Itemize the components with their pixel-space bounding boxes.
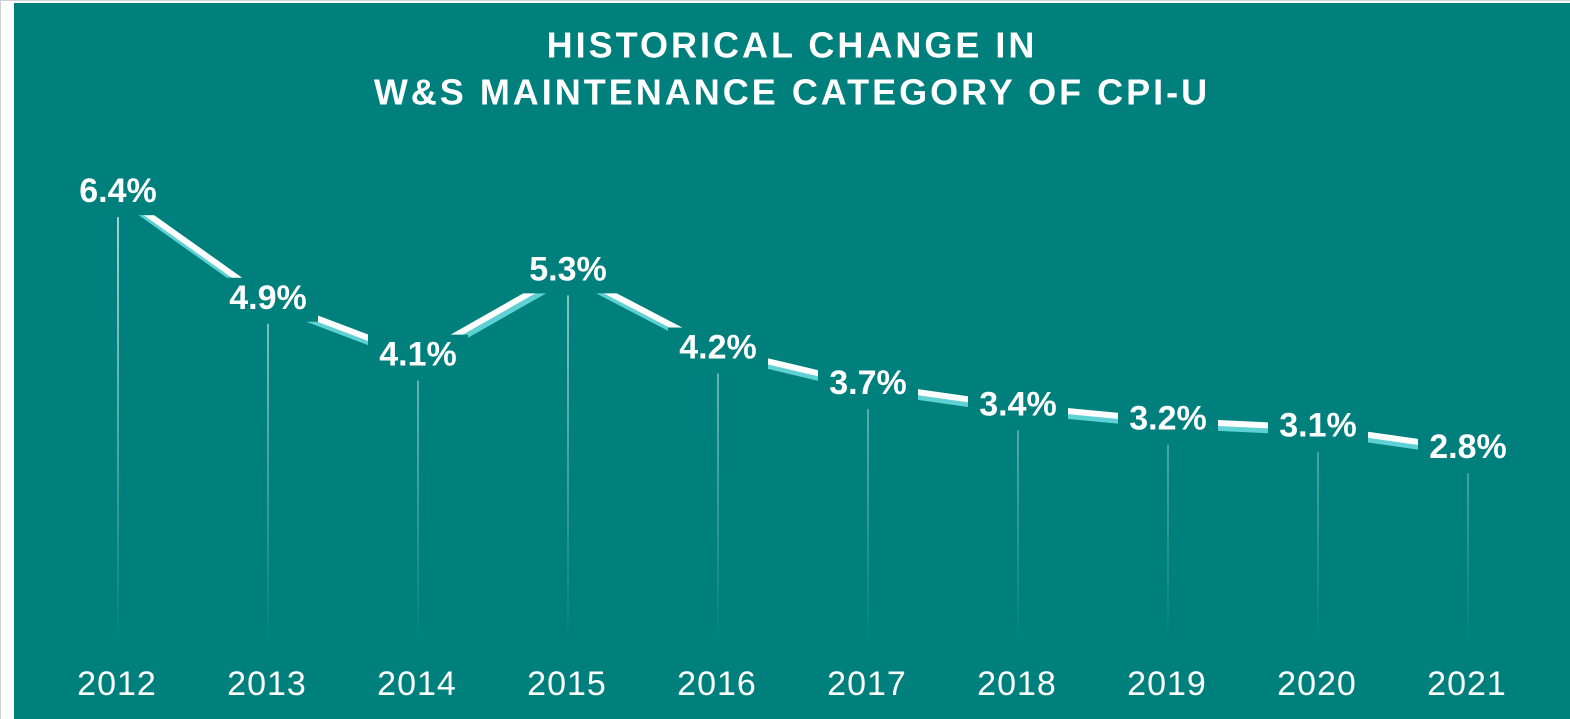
x-tick-label: 2020 xyxy=(1277,665,1357,703)
label-backdrop xyxy=(68,171,168,216)
data-label: 6.4% xyxy=(79,172,157,210)
x-tick-label: 2021 xyxy=(1427,665,1507,703)
x-tick-label: 2013 xyxy=(227,665,307,703)
data-label: 3.1% xyxy=(1279,407,1357,445)
label-backdrop xyxy=(968,384,1068,429)
data-label: 4.2% xyxy=(679,329,757,367)
data-label: 4.9% xyxy=(229,279,307,317)
label-backdrop xyxy=(1268,405,1368,450)
label-backdrop xyxy=(818,363,918,408)
data-label: 4.1% xyxy=(379,336,457,374)
line-shadow xyxy=(118,195,1471,457)
data-label: 3.7% xyxy=(829,364,907,402)
x-tick-label: 2016 xyxy=(677,665,757,703)
x-tick-label: 2015 xyxy=(527,665,607,703)
x-tick-label: 2017 xyxy=(827,665,907,703)
data-label: 2.8% xyxy=(1429,428,1507,466)
x-tick-label: 2014 xyxy=(377,665,457,703)
label-backdrop xyxy=(1118,398,1218,443)
x-tick-label: 2012 xyxy=(77,665,157,703)
label-backdrop xyxy=(218,277,318,322)
x-tick-label: 2018 xyxy=(977,665,1057,703)
chart-title: W&S MAINTENANCE CATEGORY OF CPI-U xyxy=(374,72,1210,113)
chart-background xyxy=(14,3,1570,719)
label-backdrop xyxy=(668,327,768,372)
data-label: 3.2% xyxy=(1129,400,1207,438)
data-label: 5.3% xyxy=(529,250,607,288)
x-tick-label: 2019 xyxy=(1127,665,1207,703)
data-label: 3.4% xyxy=(979,385,1057,423)
line xyxy=(116,190,1469,452)
label-backdrop xyxy=(368,334,468,379)
chart-title: HISTORICAL CHANGE IN xyxy=(547,25,1038,66)
label-backdrop xyxy=(1418,427,1518,472)
label-backdrop xyxy=(518,249,618,294)
